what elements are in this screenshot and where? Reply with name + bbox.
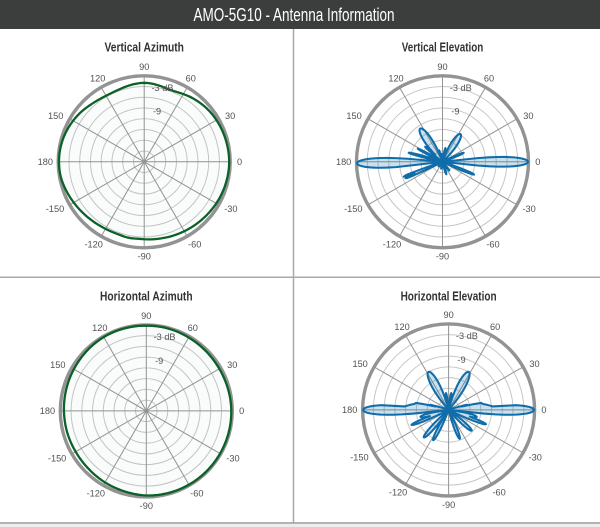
svg-text:-150: -150 — [48, 453, 66, 463]
svg-text:120: 120 — [90, 74, 105, 84]
svg-text:60: 60 — [188, 323, 198, 333]
svg-text:180: 180 — [40, 406, 55, 416]
svg-text:60: 60 — [186, 74, 196, 84]
svg-text:30: 30 — [227, 360, 237, 370]
svg-text:180: 180 — [336, 157, 351, 167]
svg-text:120: 120 — [92, 323, 107, 333]
svg-text:-9: -9 — [451, 107, 459, 117]
svg-text:-30: -30 — [224, 204, 237, 214]
svg-text:-9: -9 — [457, 355, 465, 365]
svg-text:-150: -150 — [46, 204, 64, 214]
svg-text:Vertical Elevation: Vertical Elevation — [402, 41, 484, 55]
svg-text:30: 30 — [523, 111, 533, 121]
svg-text:-90: -90 — [442, 500, 455, 510]
svg-text:150: 150 — [352, 359, 367, 369]
svg-text:-3 dB: -3 dB — [450, 83, 472, 93]
svg-text:180: 180 — [38, 157, 53, 167]
svg-text:-90: -90 — [140, 501, 153, 511]
svg-text:-120: -120 — [383, 240, 401, 250]
svg-text:-60: -60 — [492, 488, 505, 498]
svg-text:90: 90 — [437, 62, 447, 72]
svg-text:-90: -90 — [436, 252, 449, 262]
svg-text:180: 180 — [342, 405, 357, 415]
svg-text:90: 90 — [443, 310, 453, 320]
svg-text:Vertical Azimuth: Vertical Azimuth — [105, 41, 184, 55]
svg-text:-30: -30 — [523, 204, 536, 214]
svg-text:90: 90 — [139, 62, 149, 72]
svg-text:60: 60 — [484, 74, 494, 84]
svg-text:-3 dB: -3 dB — [456, 331, 478, 341]
svg-text:-120: -120 — [87, 489, 105, 499]
svg-text:-90: -90 — [138, 252, 151, 262]
svg-text:30: 30 — [225, 111, 235, 121]
svg-text:-120: -120 — [389, 488, 407, 498]
svg-text:-9: -9 — [155, 356, 163, 366]
svg-text:-60: -60 — [188, 240, 201, 250]
svg-text:60: 60 — [490, 322, 500, 332]
svg-text:0: 0 — [541, 405, 546, 415]
svg-text:120: 120 — [394, 322, 409, 332]
svg-text:150: 150 — [346, 111, 361, 121]
svg-text:-9: -9 — [153, 107, 161, 117]
svg-text:-3 dB: -3 dB — [154, 332, 176, 342]
svg-text:-120: -120 — [85, 240, 103, 250]
svg-text:AMO-5G10 - Antenna Information: AMO-5G10 - Antenna Information — [194, 4, 395, 25]
svg-text:-3 dB: -3 dB — [152, 83, 174, 93]
svg-text:-60: -60 — [190, 489, 203, 499]
svg-text:-30: -30 — [529, 452, 542, 462]
svg-text:Horizontal Elevation: Horizontal Elevation — [401, 290, 497, 304]
svg-text:90: 90 — [141, 311, 151, 321]
svg-text:30: 30 — [529, 359, 539, 369]
svg-text:0: 0 — [237, 157, 242, 167]
svg-text:0: 0 — [239, 406, 244, 416]
svg-text:0: 0 — [535, 157, 540, 167]
svg-text:-60: -60 — [486, 240, 499, 250]
svg-text:-30: -30 — [226, 453, 239, 463]
svg-text:-150: -150 — [350, 452, 368, 462]
svg-text:120: 120 — [388, 74, 403, 84]
svg-text:Horizontal Azimuth: Horizontal Azimuth — [100, 290, 193, 304]
svg-text:150: 150 — [50, 360, 65, 370]
svg-text:150: 150 — [48, 111, 63, 121]
svg-text:-150: -150 — [344, 204, 362, 214]
